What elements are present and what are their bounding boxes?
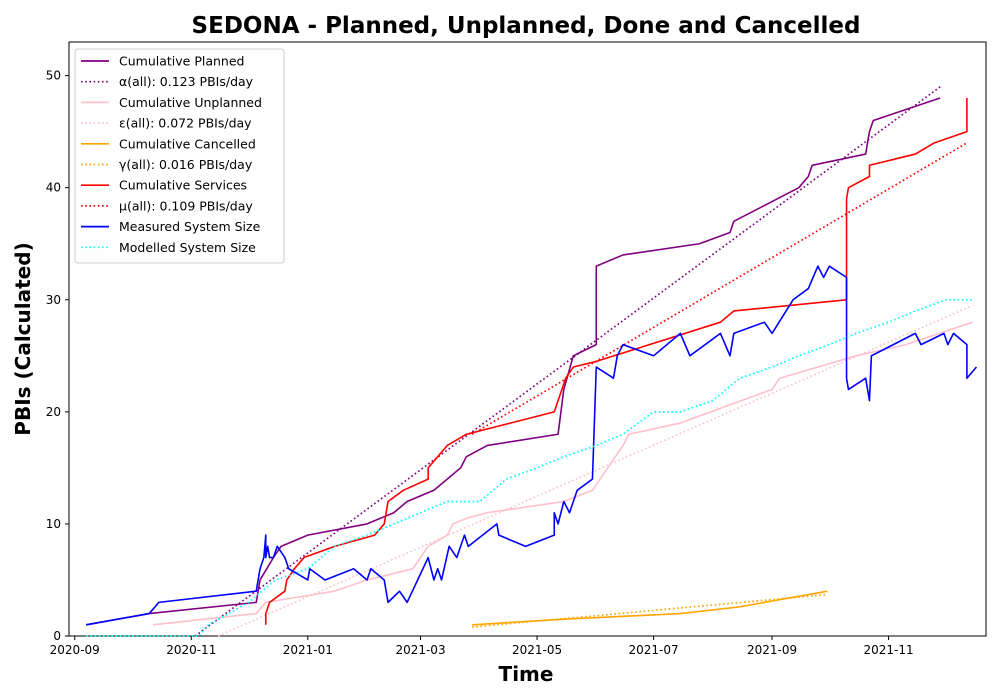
x-tick-label: 2020-11 (166, 643, 216, 657)
legend-items: Cumulative Planned α(all): 0.123 PBIs/day… (81, 54, 262, 255)
legend-label-cumulative-planned: Cumulative Planned (119, 54, 244, 69)
x-tick-label: 2021-05 (512, 643, 562, 657)
legend-label-cumulative-unplanned: Cumulative Unplanned (119, 95, 262, 110)
series-layer (86, 86, 978, 637)
legend: Cumulative Planned α(all): 0.123 PBIs/day… (74, 48, 285, 264)
x-tick-label: 2021-03 (395, 643, 445, 657)
series-line-all-0-016-pbis-day (472, 593, 828, 628)
series-line-cumulative-services (264, 98, 968, 625)
legend-label-modelled-system-size: Modelled System Size (119, 240, 256, 255)
x-tick-label: 2021-09 (747, 643, 797, 657)
x-tick-label: 2021-07 (629, 643, 679, 657)
legend-label-cumulative-cancelled: Cumulative Cancelled (119, 136, 256, 151)
legend-label-measured-system-size: Measured System Size (119, 219, 261, 234)
legend-label-all-0-072-pbis-day: ε(all): 0.072 PBIs/day (119, 116, 252, 131)
series-line-all-0-072-pbis-day (217, 304, 973, 637)
legend-label-all-0-109-pbis-day: μ(all): 0.109 PBIs/day (119, 198, 253, 213)
x-axis-ticks: 2020-09 2020-11 2021-01 2021-03 2021-05 2021-… (50, 636, 914, 657)
series-line-cumulative-unplanned (152, 321, 973, 626)
x-axis-title: Time (499, 662, 554, 686)
series-line-cumulative-planned (86, 97, 941, 626)
series-line-all-0-109-pbis-day (471, 142, 968, 435)
legend-frame (74, 48, 285, 264)
y-axis-ticks: 0 10 20 30 40 50 (46, 69, 69, 643)
series-line-measured-system-size (86, 265, 978, 626)
y-tick-label: 0 (53, 629, 61, 643)
series-line-cumulative-cancelled (472, 590, 828, 626)
legend-label-all-0-123-pbis-day: α(all): 0.123 PBIs/day (119, 74, 254, 89)
y-tick-label: 50 (46, 69, 61, 83)
x-tick-label: 2020-09 (50, 643, 100, 657)
x-tick-label: 2021-01 (283, 643, 333, 657)
chart-title: SEDONA - Planned, Unplanned, Done and Ca… (192, 13, 861, 39)
legend-label-cumulative-services: Cumulative Services (119, 178, 247, 193)
series-line-all-0-123-pbis-day (194, 86, 941, 637)
y-tick-label: 40 (46, 181, 61, 195)
x-tick-label: 2021-11 (863, 643, 913, 657)
y-tick-label: 10 (46, 517, 61, 531)
y-axis-title: PBIs (Calculated) (11, 242, 35, 435)
series-line-modelled-system-size (86, 298, 973, 637)
legend-label-all-0-016-pbis-day: γ(all): 0.016 PBIs/day (119, 157, 253, 172)
y-tick-label: 20 (46, 405, 61, 419)
y-tick-label: 30 (46, 293, 61, 307)
